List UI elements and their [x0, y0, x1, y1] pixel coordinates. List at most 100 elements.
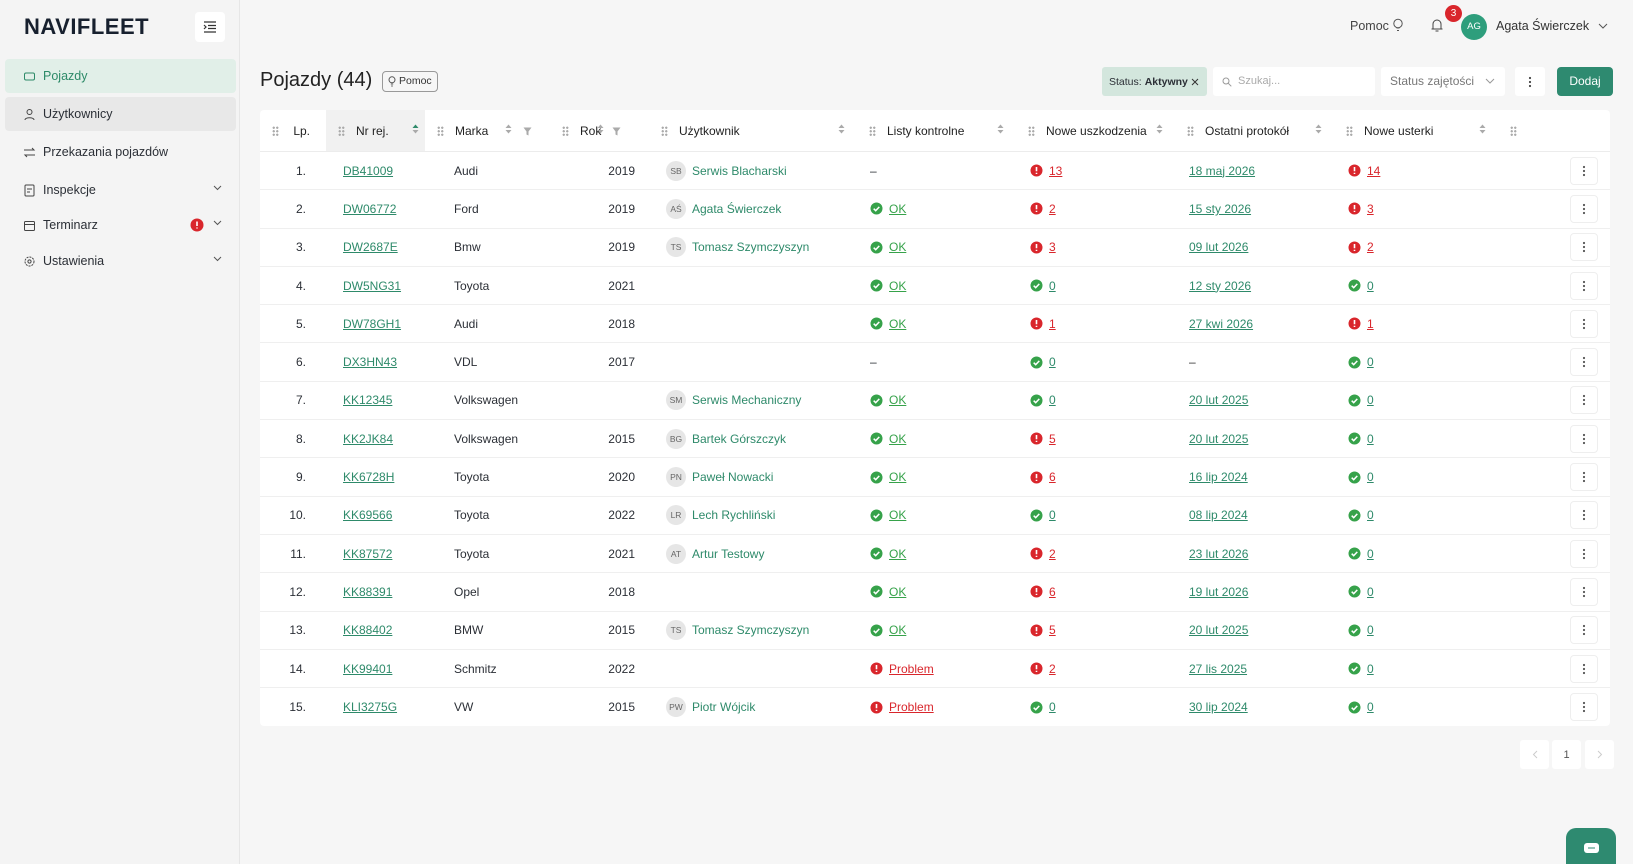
help-button[interactable]: Pomoc	[382, 71, 438, 92]
defects-link[interactable]: 0	[1367, 355, 1374, 370]
registration-link[interactable]: KK12345	[343, 393, 393, 408]
defects-link[interactable]: 0	[1367, 431, 1374, 446]
protocol-date[interactable]: 16 lip 2024	[1189, 470, 1248, 485]
more-button[interactable]	[1515, 67, 1545, 96]
sort-icon[interactable]	[1315, 123, 1322, 138]
row-menu[interactable]	[1570, 233, 1598, 262]
defects-link[interactable]: 1	[1367, 316, 1374, 331]
damages-link[interactable]: 13	[1049, 163, 1063, 178]
registration-link[interactable]: DB41009	[343, 163, 394, 178]
damages-link[interactable]: 6	[1049, 470, 1056, 485]
damages-link[interactable]: 6	[1049, 584, 1056, 599]
search-input[interactable]: Szukaj...	[1213, 67, 1375, 96]
nav-item[interactable]: Użytkownicy	[5, 97, 236, 131]
row-menu[interactable]	[1570, 156, 1598, 185]
row-menu[interactable]	[1570, 271, 1598, 300]
help-link[interactable]: Pomoc	[1350, 19, 1389, 33]
header-cell[interactable]: Nowe usterki	[1334, 110, 1498, 151]
row-menu[interactable]	[1570, 424, 1598, 453]
registration-link[interactable]: KK88391	[343, 584, 393, 599]
registration-link[interactable]: KK2JK84	[343, 431, 394, 446]
registration-link[interactable]: DX3HN43	[343, 355, 398, 370]
sort-icon[interactable]	[838, 123, 845, 138]
user-link[interactable]: Lech Rychliński	[692, 508, 776, 523]
checklist-link[interactable]: OK	[889, 584, 907, 599]
damages-link[interactable]: 2	[1049, 546, 1056, 561]
sort-icon[interactable]	[412, 123, 419, 138]
header-cell[interactable]: Nr rej.	[326, 110, 425, 151]
header-cell[interactable]: Nowe uszkodzenia	[1016, 110, 1175, 151]
registration-link[interactable]: KK88402	[343, 623, 393, 638]
registration-link[interactable]: KK6728H	[343, 470, 395, 485]
defects-link[interactable]: 2	[1367, 240, 1374, 255]
filter-chip[interactable]: Status: Aktywny	[1102, 67, 1207, 96]
user-link[interactable]: Agata Świerczek	[692, 201, 782, 216]
protocol-date[interactable]: 12 sty 2026	[1189, 278, 1252, 293]
add-button[interactable]: Dodaj	[1557, 67, 1613, 96]
row-menu[interactable]	[1570, 654, 1598, 683]
nav-item[interactable]: Inspekcje	[5, 173, 236, 207]
nav-item[interactable]: Pojazdy	[5, 59, 236, 93]
bell-icon[interactable]	[1430, 18, 1444, 33]
header-cell[interactable]: Rok	[550, 110, 649, 151]
damages-link[interactable]: 0	[1049, 508, 1056, 523]
checklist-link[interactable]: Problem	[889, 661, 934, 676]
registration-link[interactable]: KK99401	[343, 661, 393, 676]
protocol-date[interactable]: 19 lut 2026	[1189, 584, 1249, 599]
damages-link[interactable]: 3	[1049, 240, 1056, 255]
protocol-date[interactable]: 23 lut 2026	[1189, 546, 1249, 561]
defects-link[interactable]: 0	[1367, 661, 1374, 676]
checklist-link[interactable]: OK	[889, 431, 907, 446]
protocol-date[interactable]: 15 sty 2026	[1189, 201, 1252, 216]
registration-link[interactable]: KK87572	[343, 546, 393, 561]
registration-link[interactable]: KK69566	[343, 508, 393, 523]
registration-link[interactable]: DW06772	[343, 201, 397, 216]
filter-icon[interactable]	[612, 125, 621, 139]
protocol-date[interactable]: 30 lip 2024	[1189, 700, 1248, 715]
sort-icon[interactable]	[1479, 123, 1486, 138]
checklist-link[interactable]: OK	[889, 316, 907, 331]
user-avatar[interactable]: AG	[1461, 14, 1487, 40]
row-menu[interactable]	[1570, 616, 1598, 645]
sort-icon[interactable]	[597, 123, 604, 138]
protocol-date[interactable]: 09 lut 2026	[1189, 240, 1249, 255]
protocol-date[interactable]: 27 kwi 2026	[1189, 316, 1254, 331]
user-link[interactable]: Tomasz Szymczyszyn	[692, 623, 810, 638]
filter-icon[interactable]	[523, 125, 532, 139]
defects-link[interactable]: 3	[1367, 201, 1374, 216]
damages-link[interactable]: 0	[1049, 700, 1056, 715]
defects-link[interactable]: 0	[1367, 623, 1374, 638]
header-cell[interactable]: Użytkownik	[649, 110, 857, 151]
user-link[interactable]: Piotr Wójcik	[692, 700, 756, 715]
protocol-date[interactable]: 20 lut 2025	[1189, 393, 1249, 408]
checklist-link[interactable]: OK	[889, 508, 907, 523]
registration-link[interactable]: DW78GH1	[343, 316, 402, 331]
user-link[interactable]: Serwis Blacharski	[692, 163, 787, 178]
sort-icon[interactable]	[997, 123, 1004, 138]
registration-link[interactable]: KLI3275G	[343, 700, 398, 715]
defects-link[interactable]: 0	[1367, 508, 1374, 523]
row-menu[interactable]	[1570, 539, 1598, 568]
damages-link[interactable]: 0	[1049, 278, 1056, 293]
damages-link[interactable]: 5	[1049, 431, 1056, 446]
sort-icon[interactable]	[1156, 123, 1163, 138]
user-link[interactable]: Tomasz Szymczyszyn	[692, 240, 810, 255]
damages-link[interactable]: 5	[1049, 623, 1056, 638]
user-link[interactable]: Artur Testowy	[692, 546, 765, 561]
protocol-date[interactable]: 08 lip 2024	[1189, 508, 1248, 523]
registration-link[interactable]: DW2687E	[343, 240, 398, 255]
checklist-link[interactable]: OK	[889, 470, 907, 485]
checklist-link[interactable]: OK	[889, 201, 907, 216]
user-link[interactable]: Bartek Górszczyk	[692, 431, 787, 446]
nav-item[interactable]: Terminarz	[5, 208, 236, 242]
registration-link[interactable]: DW5NG31	[343, 278, 402, 293]
header-cell[interactable]: Marka	[425, 110, 550, 151]
menu-toggle[interactable]	[195, 12, 225, 42]
checklist-link[interactable]: OK	[889, 623, 907, 638]
checklist-link[interactable]: OK	[889, 278, 907, 293]
protocol-date[interactable]: 18 maj 2026	[1189, 163, 1256, 178]
user-link[interactable]: Paweł Nowacki	[692, 470, 774, 485]
row-menu[interactable]	[1570, 194, 1598, 223]
prev-page[interactable]	[1520, 740, 1549, 769]
nav-item[interactable]: Ustawienia	[5, 244, 236, 278]
